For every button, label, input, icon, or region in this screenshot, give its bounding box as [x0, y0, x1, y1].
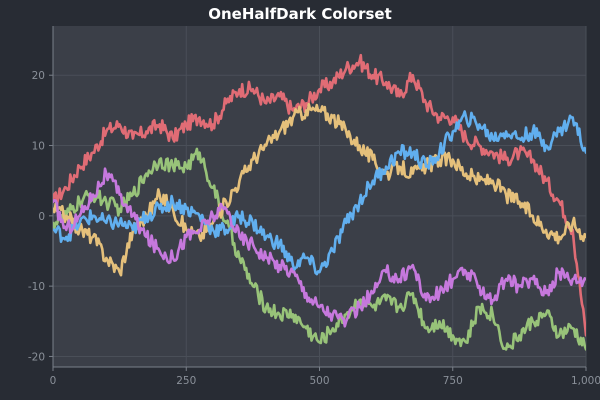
series-line-5 — [53, 167, 586, 328]
x-tick-label: 500 — [309, 375, 329, 387]
series-layer — [53, 53, 586, 351]
x-tick-label: 750 — [443, 375, 463, 387]
series-line-1 — [53, 53, 586, 337]
y-tick-label: -10 — [28, 281, 45, 293]
y-tick-label: 20 — [32, 70, 45, 82]
y-tick-label: 10 — [32, 141, 45, 153]
x-tick-label: 0 — [50, 375, 57, 387]
x-tick-label: 250 — [176, 375, 196, 387]
y-tick-label: 0 — [38, 211, 45, 223]
axes: 0 250 500 750 1,000 -20 -10 0 10 20 — [28, 26, 600, 387]
x-tick-label: 1,000 — [571, 375, 600, 387]
series-line-4 — [53, 110, 586, 276]
y-tick-label: -20 — [28, 351, 45, 363]
series-line-2 — [53, 147, 586, 351]
chart-title: OneHalfDark Colorset — [208, 5, 392, 23]
